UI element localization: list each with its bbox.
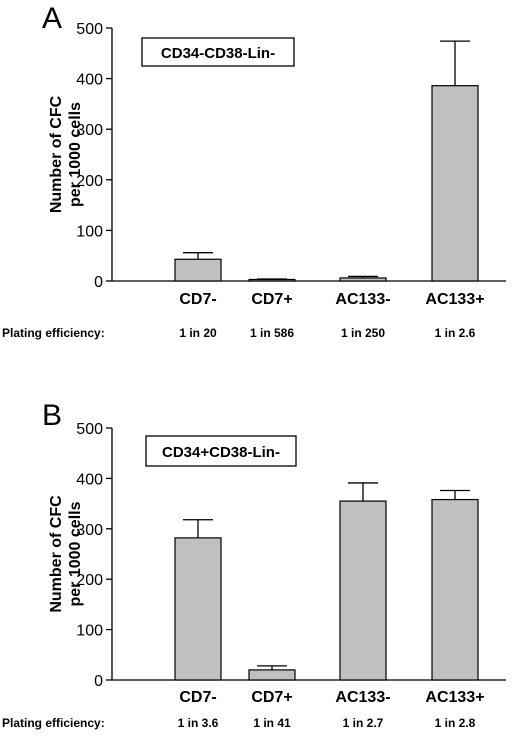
y-axis-label-line: per 1000 cells bbox=[67, 102, 84, 207]
y-tick-label: 300 bbox=[76, 522, 103, 539]
y-axis-label-line: Number of CFC bbox=[48, 495, 65, 613]
bar bbox=[431, 85, 479, 282]
bar bbox=[174, 537, 222, 681]
y-tick-label: 0 bbox=[94, 274, 103, 291]
y-tick-label: 500 bbox=[76, 21, 103, 38]
plating-efficiency-value: 1 in 586 bbox=[250, 326, 294, 340]
y-tick-label: 400 bbox=[76, 72, 103, 89]
panel-letter: B bbox=[42, 399, 62, 432]
y-tick-label: 400 bbox=[76, 471, 103, 488]
plating-efficiency-value: 1 in 41 bbox=[253, 716, 291, 730]
plating-efficiency-value: 1 in 2.6 bbox=[435, 326, 476, 340]
legend-label: CD34-CD38-Lin- bbox=[161, 45, 275, 62]
plating-efficiency-value: 1 in 250 bbox=[341, 326, 385, 340]
bar bbox=[431, 498, 479, 681]
legend-label: CD34+CD38-Lin- bbox=[162, 444, 280, 461]
panel-a: A 0 100 200 300 400 500 Number of CFC per 1000 c… bbox=[2, 2, 506, 340]
plating-efficiency-value: 1 in 2.7 bbox=[343, 716, 384, 730]
category-label: CD7- bbox=[179, 689, 216, 706]
y-tick-label: 200 bbox=[76, 572, 103, 589]
category-label: AC133- bbox=[335, 689, 390, 706]
bar bbox=[339, 277, 387, 282]
category-label: CD7+ bbox=[251, 291, 292, 308]
y-axis-label: Number of CFC per 1000 cells bbox=[48, 95, 84, 213]
y-tick-label: 0 bbox=[94, 673, 103, 690]
y-tick-label: 100 bbox=[76, 623, 103, 640]
legend-box bbox=[145, 435, 297, 467]
bar bbox=[248, 669, 296, 681]
plating-efficiency-label: Plating efficiency: bbox=[2, 326, 105, 340]
bar bbox=[339, 500, 387, 681]
y-tick-label: 500 bbox=[76, 421, 103, 438]
panel-letter: A bbox=[42, 2, 62, 35]
y-tick-label: 300 bbox=[76, 122, 103, 139]
y-tick-label: 100 bbox=[76, 223, 103, 240]
y-axis-label: Number of CFC per 1000 cells bbox=[48, 495, 84, 613]
y-tick-label: 200 bbox=[76, 173, 103, 190]
category-label: AC133+ bbox=[425, 689, 484, 706]
category-label: CD7+ bbox=[251, 689, 292, 706]
category-label: AC133+ bbox=[425, 291, 484, 308]
plating-efficiency-value: 1 in 2.8 bbox=[435, 716, 476, 730]
bar bbox=[248, 278, 296, 282]
category-label: AC133- bbox=[335, 291, 390, 308]
legend-box bbox=[141, 37, 295, 67]
panel-b: B 0 100 200 300 400 500 Number of CFC per 1000 c… bbox=[2, 399, 506, 730]
y-axis-label-line: Number of CFC bbox=[48, 95, 65, 213]
plating-efficiency-value: 1 in 3.6 bbox=[178, 716, 219, 730]
plating-efficiency-value: 1 in 20 bbox=[179, 326, 217, 340]
y-axis-label-line: per 1000 cells bbox=[67, 501, 84, 606]
bar bbox=[174, 258, 222, 282]
category-label: CD7- bbox=[179, 291, 216, 308]
plating-efficiency-label: Plating efficiency: bbox=[2, 716, 105, 730]
